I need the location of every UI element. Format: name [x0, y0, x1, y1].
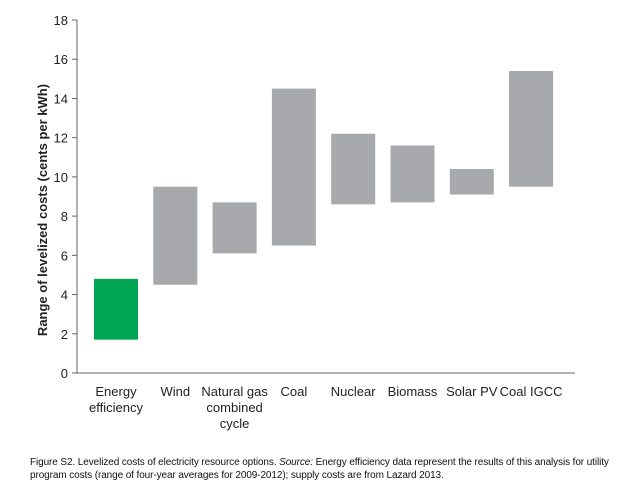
y-tick-label: 8 [61, 209, 68, 224]
x-category-label: Solar PV [446, 384, 498, 399]
x-category-label: combined [206, 400, 262, 415]
range-bar [94, 278, 138, 340]
range-bar [449, 169, 494, 195]
range-bar [271, 88, 316, 246]
range-bar [390, 145, 435, 203]
x-category-label: cycle [220, 416, 250, 431]
x-category-label: Coal [281, 384, 308, 399]
x-category-label: Coal IGCC [500, 384, 563, 399]
y-axis-label: Range of levelized costs (cents per kWh) [35, 84, 50, 336]
x-category-label: Energy [95, 384, 137, 399]
range-bar [212, 202, 257, 254]
y-tick-label: 4 [61, 288, 68, 303]
figure-caption: Figure S2. Levelized costs of electricit… [30, 456, 615, 482]
caption-text: Energy efficiency data represent the res… [30, 457, 609, 481]
y-tick-label: 6 [61, 248, 68, 263]
y-tick-label: 14 [54, 91, 68, 106]
bars [94, 70, 554, 340]
range-bar [331, 133, 376, 205]
y-tick-label: 16 [54, 52, 68, 67]
y-axis: 0 2 4 6 8 10 12 14 16 18 [54, 13, 78, 381]
caption-source-label: Source: [279, 457, 313, 468]
y-tick-label: 18 [54, 13, 68, 28]
y-tick-label: 0 [61, 366, 68, 381]
range-bar [153, 186, 198, 285]
y-tick-label: 12 [54, 131, 68, 146]
x-category-label: Wind [160, 384, 190, 399]
range-bar [509, 70, 554, 187]
caption-figure: Figure S2. Levelized costs of electricit… [30, 457, 280, 468]
x-category-label: Nuclear [331, 384, 376, 399]
y-tick-label: 10 [54, 170, 68, 185]
y-tick-label: 2 [61, 327, 68, 342]
x-category-label: Natural gas [201, 384, 268, 399]
x-category-label: Biomass [388, 384, 438, 399]
x-category-label: efficiency [89, 400, 143, 415]
